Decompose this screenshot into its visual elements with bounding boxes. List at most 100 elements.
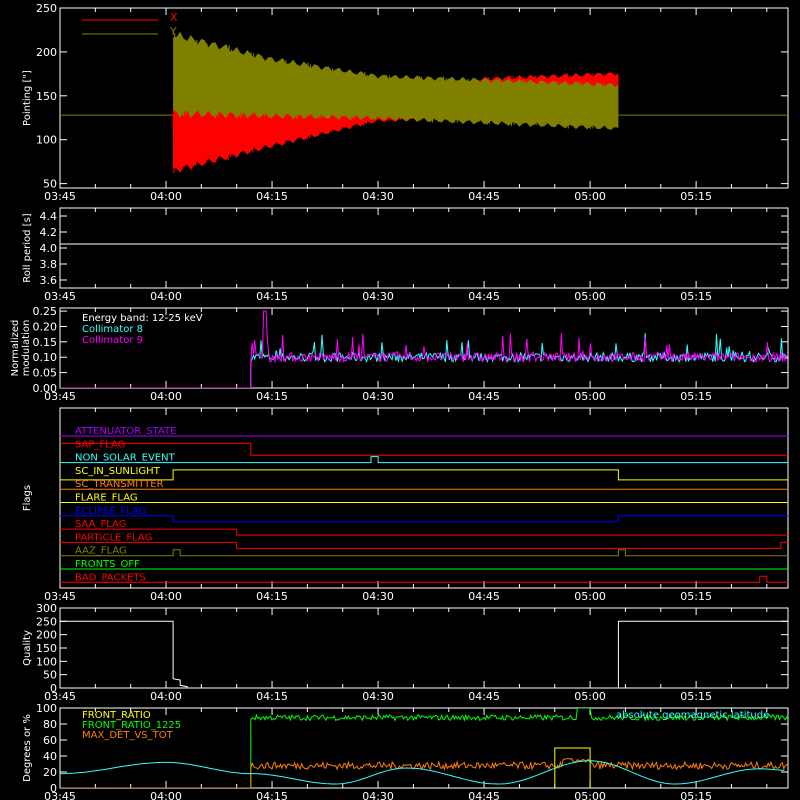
legend-label: X [170, 11, 178, 24]
quality-line [60, 620, 788, 689]
y-tick-label: 0.10 [33, 351, 58, 364]
axes-frame [59, 307, 789, 389]
y-tick-label: 200 [36, 629, 57, 642]
y-tick-label: 0.05 [33, 367, 58, 380]
y-axis-label: Pointing ["] [22, 70, 33, 126]
flag-label: SAA_FLAG [75, 519, 126, 530]
x-tick-label: 04:30 [362, 590, 394, 603]
flag-label: AAZ_FLAG [75, 546, 127, 557]
x-tick-label: 04:45 [468, 190, 500, 203]
flag-label: SC_IN_SUNLIGHT [75, 466, 161, 477]
flag-label: NON_SOLAR_EVENT [75, 453, 176, 464]
y-tick-label: 0.25 [33, 305, 58, 318]
axes-frame [59, 7, 789, 189]
flag-sap-flag-line [60, 442, 788, 456]
x-tick-label: 05:15 [680, 790, 712, 800]
y-tick-label: 0 [50, 682, 57, 695]
y-tick-label: 4.2 [40, 226, 58, 239]
y-tick-label: 0.00 [33, 382, 58, 395]
x-tick-label: 04:15 [256, 390, 288, 403]
y-tick-label: 100 [36, 702, 57, 715]
flag-non-solar-event-line [60, 456, 788, 464]
x-tick-label: 03:45 [44, 690, 76, 703]
flag-label: ATTENUATOR_STATE [75, 426, 176, 437]
x-tick-label: 04:30 [362, 290, 394, 303]
flag-aaz-flag-line [60, 549, 788, 557]
y-tick-label: 50 [43, 669, 57, 682]
ratios-panel: 03:45 04:00 04:15 04:30 04:45 05:00 05:15 0 20 40… [22, 702, 789, 800]
x-tick-label: 04:00 [150, 790, 182, 800]
series-absolute-geomagnetic-latitude-line [60, 760, 785, 785]
modulation-plot-area [60, 310, 788, 388]
x-tick-label: 04:30 [362, 690, 394, 703]
x-tick-label: 04:15 [256, 690, 288, 703]
x-tick-label: 04:00 [150, 390, 182, 403]
latitude-annotation: absolute geomagnetic latitude [616, 710, 769, 721]
axes-frame [59, 707, 789, 789]
y-axis-label-line: Normalized [10, 320, 21, 377]
x-tick-label: 04:45 [468, 790, 500, 800]
x-tick-label: 05:15 [680, 690, 712, 703]
flag-label: FRONTS_OFF [75, 559, 140, 570]
x-tick-label: 05:00 [574, 290, 606, 303]
y-tick-label: 100 [36, 134, 57, 147]
axes-frame [59, 607, 789, 689]
series-front-ratio-line [554, 747, 591, 788]
pointing-panel: 03:45 04:00 04:15 04:30 04:45 05:00 05:15 50 100… [22, 2, 789, 203]
x-tick-label: 03:45 [44, 590, 76, 603]
y-tick-label: 250 [36, 615, 57, 628]
x-tick-label: 05:00 [574, 390, 606, 403]
y-tick-label: 50 [43, 178, 57, 191]
flag-saa-flag-line [60, 528, 788, 536]
x-tick-label: 03:45 [44, 390, 76, 403]
y-tick-label: 0.20 [33, 320, 58, 333]
y-tick-label: 60 [43, 734, 57, 747]
ratios-legend: FRONT_RATIOFRONT_RATIO_1225MAX_DET_VS_TO… [82, 710, 181, 741]
x-tick-label: 04:45 [468, 390, 500, 403]
x-tick-label: 05:15 [680, 190, 712, 203]
legend-label: Y [169, 25, 177, 38]
pointing-plot-area [60, 31, 788, 174]
x-tick-label: 04:15 [256, 790, 288, 800]
y-tick-label: 20 [43, 766, 57, 779]
flag-label: PARTICLE_FLAG [75, 532, 152, 543]
legend-label: Collimator 8 [82, 324, 143, 335]
series-max-det-vs-tot-line [60, 757, 788, 788]
x-tick-label: 05:00 [574, 690, 606, 703]
flag-label: FLARE_FLAG [75, 493, 138, 504]
flag-particle-flag-line [60, 541, 788, 549]
y-tick-label: 3.8 [40, 258, 58, 271]
y-axis-label: Quality [22, 630, 33, 666]
y-tick-label: 150 [36, 90, 57, 103]
x-tick-label: 04:45 [468, 590, 500, 603]
flag-sc-in-sunlight-line [60, 469, 788, 481]
x-tick-label: 05:15 [680, 390, 712, 403]
legend-label: Energy band: 12-25 keV [82, 313, 203, 324]
x-tick-label: 03:45 [44, 190, 76, 203]
x-tick-label: 04:15 [256, 190, 288, 203]
y-axis-label: Normalizedmodulation [10, 320, 32, 377]
x-tick-label: 03:45 [44, 790, 76, 800]
y-tick-label: 250 [36, 2, 57, 15]
flag-label: SC_TRANSMITTER [75, 479, 164, 490]
y-axis-label: Roll period [s] [22, 213, 33, 282]
x-tick-label: 04:00 [150, 590, 182, 603]
x-tick-label: 04:15 [256, 290, 288, 303]
y-tick-label: 300 [36, 602, 57, 615]
y-axis-label: Flags [22, 485, 33, 511]
legend-label: FRONT_RATIO [82, 710, 151, 721]
roll-panel: 03:45 04:00 04:15 04:30 04:45 05:00 05:15 3.6 3.… [22, 207, 789, 303]
series-y-line [172, 33, 618, 129]
flag-label: ECLIPSE_FLAG [75, 506, 146, 517]
pointing-legend: XY [82, 11, 178, 38]
series-collimator-9-line [60, 310, 788, 388]
y-tick-label: 3.6 [40, 274, 58, 287]
x-tick-label: 04:30 [362, 190, 394, 203]
x-tick-label: 05:00 [574, 190, 606, 203]
y-tick-label: 0 [50, 782, 57, 795]
x-tick-label: 04:45 [468, 290, 500, 303]
series-front-ratio-1225-line [60, 708, 788, 788]
y-tick-label: 80 [43, 718, 57, 731]
